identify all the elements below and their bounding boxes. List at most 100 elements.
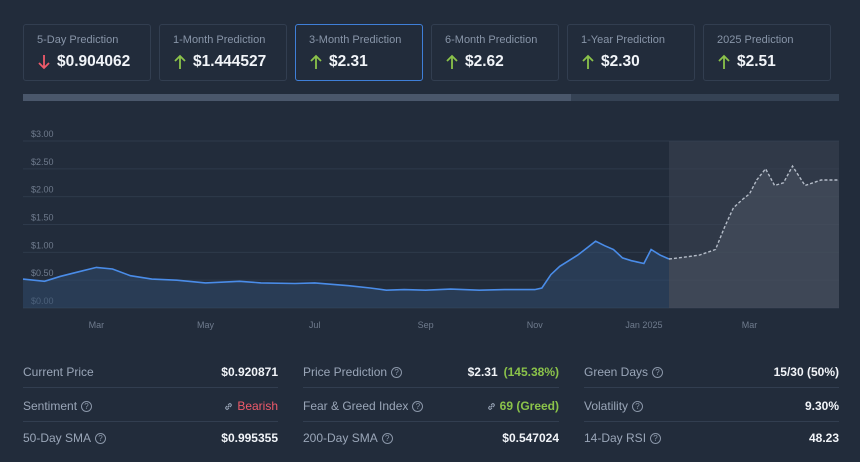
stat-value-wrap: $2.31 (145.38%) — [468, 365, 559, 379]
prediction-cards: 5-Day Prediction $0.904062 1-Month Predi… — [23, 24, 837, 81]
card-label: 1-Month Prediction — [173, 34, 266, 46]
divider — [23, 421, 278, 422]
stat-label: Current Price — [23, 365, 94, 379]
horizontal-scrollbar[interactable] — [23, 94, 839, 101]
stat-sma-50: 50-Day SMA? $0.995355 — [23, 422, 278, 454]
stat-label-wrap: Volatility? — [584, 399, 644, 413]
card-value: $2.51 — [737, 53, 776, 70]
card-5-day[interactable]: 5-Day Prediction $0.904062 — [23, 24, 151, 81]
y-tick-label: $1.50 — [31, 213, 54, 223]
card-6-month[interactable]: 6-Month Prediction $2.62 — [431, 24, 559, 81]
card-label: 5-Day Prediction — [37, 34, 119, 46]
stat-label-wrap: 14-Day RSI? — [584, 431, 662, 445]
stats-row: Current Price $0.920871 Price Prediction… — [23, 356, 839, 388]
card-value-wrap: $1.444527 — [173, 53, 266, 71]
stat-value: 48.23 — [808, 431, 839, 445]
card-1-month[interactable]: 1-Month Prediction $1.444527 — [159, 24, 287, 81]
stat-label: 50-Day SMA — [23, 431, 92, 445]
y-tick-label: $3.00 — [31, 129, 54, 139]
card-value: $2.62 — [465, 53, 504, 70]
help-icon[interactable]: ? — [652, 366, 664, 378]
price-chart: $3.00$2.50$2.00$1.50$1.00$0.50$0.00 MarM… — [0, 128, 860, 338]
card-value: $2.31 — [329, 53, 368, 70]
stats-row: Sentiment? Bearish Fear & Greed Index? 6… — [23, 390, 839, 422]
stat-label: Sentiment — [23, 399, 78, 413]
price-chart-svg: $3.00$2.50$2.00$1.50$1.00$0.50$0.00 MarM… — [22, 129, 839, 330]
divider — [584, 421, 839, 422]
arrow-up-icon — [582, 54, 594, 69]
forecast-line — [668, 164, 839, 260]
stat-label-wrap: 200-Day SMA? — [303, 431, 393, 445]
y-tick-label: $2.50 — [31, 157, 54, 167]
stat-value: 15/30 (50%) — [773, 365, 839, 379]
stat-value-wrap: Bearish — [223, 399, 278, 413]
stat-label: 14-Day RSI — [584, 431, 647, 445]
card-value-wrap: $2.62 — [445, 53, 504, 71]
divider — [303, 421, 559, 422]
stat-value: $0.995355 — [221, 431, 278, 445]
stat-value: $0.920871 — [221, 365, 278, 379]
card-value-wrap: $0.904062 — [37, 53, 130, 71]
stat-price-prediction: Price Prediction? $2.31 (145.38%) — [303, 356, 559, 388]
stat-value: $2.31 — [467, 365, 498, 379]
card-3-month[interactable]: 3-Month Prediction $2.31 — [295, 24, 423, 81]
link-icon — [487, 402, 495, 410]
help-icon[interactable]: ? — [391, 366, 403, 378]
arrow-up-icon — [174, 54, 186, 69]
stat-sma-200: 200-Day SMA? $0.547024 — [303, 422, 559, 454]
stat-volatility: Volatility? 9.30% — [584, 390, 839, 422]
x-tick-label: May — [197, 320, 215, 330]
history-line — [22, 240, 670, 292]
x-tick-label: Mar — [742, 320, 758, 330]
card-label: 2025 Prediction — [717, 34, 794, 46]
x-tick-label: Jan 2025 — [625, 320, 662, 330]
stat-sentiment: Sentiment? Bearish — [23, 390, 278, 422]
stat-label: 200-Day SMA — [303, 431, 378, 445]
x-tick-label: Jul — [309, 320, 321, 330]
stat-fear-greed: Fear & Greed Index? 69 (Greed) — [303, 390, 559, 422]
arrow-up-icon — [446, 54, 458, 69]
stat-value-wrap: 69 (Greed) — [486, 399, 559, 413]
divider — [584, 387, 839, 388]
card-value-wrap: $2.30 — [581, 53, 640, 71]
x-tick-label: Mar — [89, 320, 105, 330]
stat-label-wrap: 50-Day SMA? — [23, 431, 107, 445]
help-icon[interactable]: ? — [632, 400, 644, 412]
stats-row: 50-Day SMA? $0.995355 200-Day SMA? $0.54… — [23, 422, 839, 454]
help-icon[interactable]: ? — [81, 400, 93, 412]
help-icon[interactable]: ? — [95, 432, 107, 444]
card-label: 6-Month Prediction — [445, 34, 538, 46]
arrow-down-icon — [38, 55, 50, 70]
y-tick-label: $1.00 — [31, 240, 54, 250]
y-tick-label: $0.50 — [31, 268, 54, 278]
help-icon[interactable]: ? — [381, 432, 393, 444]
scrollbar-thumb[interactable] — [23, 94, 571, 101]
forecast-area-fill — [669, 166, 839, 308]
stat-label: Fear & Greed Index — [303, 399, 409, 413]
x-tick-label: Nov — [527, 320, 544, 330]
stat-label-wrap: Sentiment? — [23, 399, 93, 413]
card-2025[interactable]: 2025 Prediction $2.51 — [703, 24, 831, 81]
stat-value: $0.547024 — [502, 431, 559, 445]
help-icon[interactable]: ? — [650, 432, 662, 444]
stat-rsi: 14-Day RSI? 48.23 — [584, 422, 839, 454]
stat-label-wrap: Price Prediction? — [303, 365, 403, 379]
stat-change-percent: (145.38%) — [503, 365, 559, 379]
card-value-wrap: $2.31 — [309, 53, 368, 71]
card-label: 1-Year Prediction — [581, 34, 665, 46]
stat-label: Volatility — [584, 399, 629, 413]
divider — [23, 387, 278, 388]
card-value-wrap: $2.51 — [717, 53, 776, 71]
y-tick-label: $2.00 — [31, 185, 54, 195]
stat-label: Green Days — [584, 365, 649, 379]
card-label: 3-Month Prediction — [309, 34, 402, 46]
stat-current-price: Current Price $0.920871 — [23, 356, 278, 388]
stat-label-wrap: Green Days? — [584, 365, 664, 379]
card-value: $0.904062 — [57, 53, 131, 70]
help-icon[interactable]: ? — [412, 400, 424, 412]
stat-value: 69 (Greed) — [499, 399, 559, 413]
card-value: $1.444527 — [193, 53, 267, 70]
stat-label-wrap: Fear & Greed Index? — [303, 399, 424, 413]
stat-value: Bearish — [237, 399, 278, 413]
card-1-year[interactable]: 1-Year Prediction $2.30 — [567, 24, 695, 81]
